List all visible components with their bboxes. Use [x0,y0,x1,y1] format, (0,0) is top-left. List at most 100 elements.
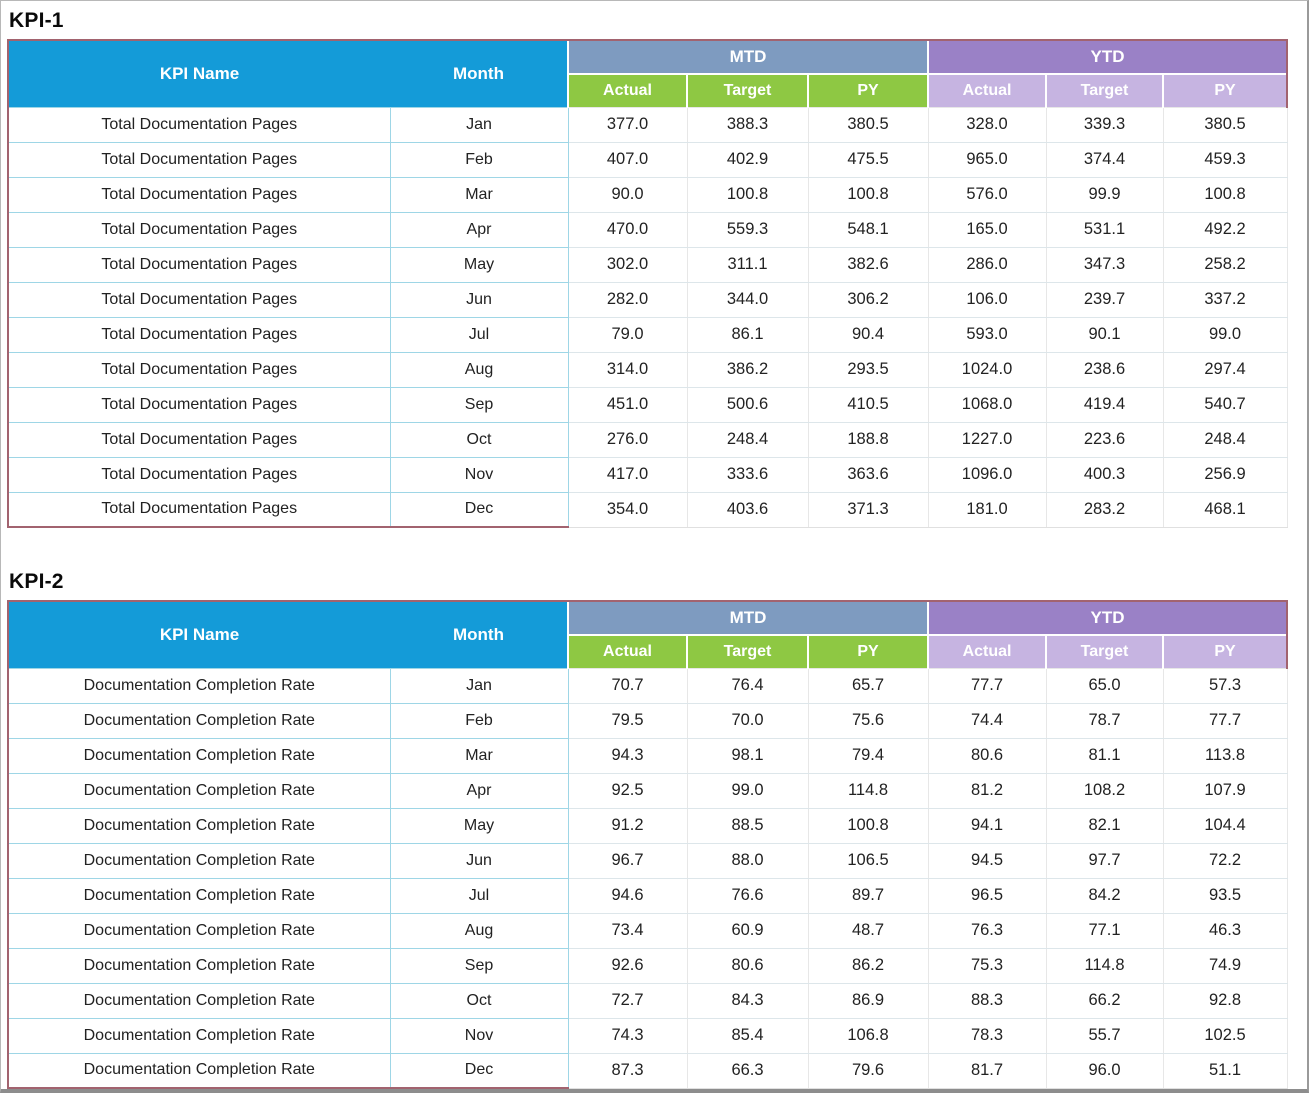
value-cell: 451.0 [567,386,688,423]
value-cell: 80.6 [927,737,1047,774]
value-cell: 76.4 [686,667,809,704]
kpi-name-cell: Total Documentation Pages [8,281,391,318]
value-cell: 93.5 [1162,877,1288,914]
month-cell: May [389,246,569,283]
value-cell: 80.6 [686,947,809,984]
value-cell: 88.3 [927,982,1047,1019]
value-cell: 114.8 [807,772,929,809]
table-row: Documentation Completion Rate Mar 94.3 98.1… [8,737,1288,774]
value-cell: 258.2 [1162,246,1288,283]
kpi-2-table-body: Documentation Completion Rate Jan 70.7 76.4… [8,667,1288,1089]
value-cell: 79.4 [807,737,929,774]
value-cell: 548.1 [807,211,929,248]
value-cell: 74.3 [567,1017,688,1054]
value-cell: 74.4 [927,702,1047,739]
value-cell: 410.5 [807,386,929,423]
value-cell: 81.1 [1045,737,1164,774]
value-cell: 337.2 [1162,281,1288,318]
value-cell: 92.5 [567,772,688,809]
value-cell: 88.5 [686,807,809,844]
ytd-target-header: Target [1045,634,1164,668]
kpi-name-cell: Documentation Completion Rate [8,772,391,809]
table-row: Total Documentation Pages Jun 282.0 344.0 30… [8,281,1288,318]
value-cell: 380.5 [807,106,929,143]
value-cell: 400.3 [1045,456,1164,493]
value-cell: 239.7 [1045,281,1164,318]
kpi-1-table-body: Total Documentation Pages Jan 377.0 388.3 38… [8,106,1288,528]
value-cell: 238.6 [1045,351,1164,388]
value-cell: 96.5 [927,877,1047,914]
kpi-name-cell: Documentation Completion Rate [8,737,391,774]
kpi-name-cell: Documentation Completion Rate [8,877,391,914]
value-cell: 181.0 [927,491,1047,528]
kpi-name-cell: Total Documentation Pages [8,456,391,493]
value-cell: 339.3 [1045,106,1164,143]
table-row: Documentation Completion Rate Jun 96.7 88.0… [8,842,1288,879]
value-cell: 77.7 [1162,702,1288,739]
value-cell: 1068.0 [927,386,1047,423]
ytd-actual-header: Actual [927,634,1047,668]
table-row: Total Documentation Pages Jul 79.0 86.1 90.4… [8,316,1288,353]
value-cell: 96.7 [567,842,688,879]
mtd-target-header: Target [686,73,808,107]
month-cell: May [389,807,569,844]
month-cell: Jul [389,877,569,914]
value-cell: 66.2 [1045,982,1164,1019]
kpi-name-cell: Documentation Completion Rate [8,1017,391,1054]
ytd-actual-header: Actual [927,73,1047,107]
ytd-py-header: PY [1162,634,1289,668]
table-row: Total Documentation Pages Aug 314.0 386.2 29… [8,351,1288,388]
value-cell: 86.9 [807,982,929,1019]
kpi-1-table: KPI Name Month MTD YTD Actual Target PY … [7,39,1289,528]
value-cell: 94.5 [927,842,1047,879]
month-cell: Jun [389,842,569,879]
value-cell: 76.3 [927,912,1047,949]
value-cell: 94.3 [567,737,688,774]
value-cell: 92.8 [1162,982,1288,1019]
value-cell: 540.7 [1162,386,1288,423]
value-cell: 60.9 [686,912,809,949]
ytd-group-header: YTD [927,600,1289,635]
value-cell: 470.0 [567,211,688,248]
value-cell: 72.7 [567,982,688,1019]
value-cell: 459.3 [1162,141,1288,178]
value-cell: 51.1 [1162,1052,1288,1089]
month-cell: Feb [389,141,569,178]
value-cell: 417.0 [567,456,688,493]
kpi-name-cell: Total Documentation Pages [8,141,391,178]
table-row: Total Documentation Pages May 302.0 311.1 38… [8,246,1288,283]
table-row: Documentation Completion Rate Jan 70.7 76.4… [8,667,1288,704]
value-cell: 100.8 [686,176,809,213]
value-cell: 314.0 [567,351,688,388]
month-cell: Apr [389,211,569,248]
kpi-name-cell: Total Documentation Pages [8,491,391,528]
value-cell: 92.6 [567,947,688,984]
value-cell: 90.1 [1045,316,1164,353]
month-cell: Apr [389,772,569,809]
mtd-py-header: PY [806,634,929,668]
value-cell: 77.1 [1045,912,1164,949]
month-cell: Nov [389,456,569,493]
value-cell: 559.3 [686,211,809,248]
value-cell: 363.6 [807,456,929,493]
kpi-2-table: KPI Name Month MTD YTD Actual Target PY … [7,600,1289,1089]
value-cell: 79.6 [807,1052,929,1089]
value-cell: 328.0 [927,106,1047,143]
value-cell: 102.5 [1162,1017,1288,1054]
kpi-1-title: KPI-1 [9,9,64,32]
value-cell: 500.6 [686,386,809,423]
value-cell: 344.0 [686,281,809,318]
kpi-name-cell: Documentation Completion Rate [8,947,391,984]
month-cell: Jan [389,667,569,704]
kpi-2-title: KPI-2 [9,570,64,593]
kpi-name-cell: Documentation Completion Rate [8,842,391,879]
table-row: Total Documentation Pages Mar 90.0 100.8 100… [8,176,1288,213]
value-cell: 70.0 [686,702,809,739]
value-cell: 106.0 [927,281,1047,318]
value-cell: 104.4 [1162,807,1288,844]
table-row: Total Documentation Pages Oct 276.0 248.4 18… [8,421,1288,458]
value-cell: 382.6 [807,246,929,283]
kpi-name-cell: Documentation Completion Rate [8,807,391,844]
value-cell: 106.8 [807,1017,929,1054]
value-cell: 84.2 [1045,877,1164,914]
